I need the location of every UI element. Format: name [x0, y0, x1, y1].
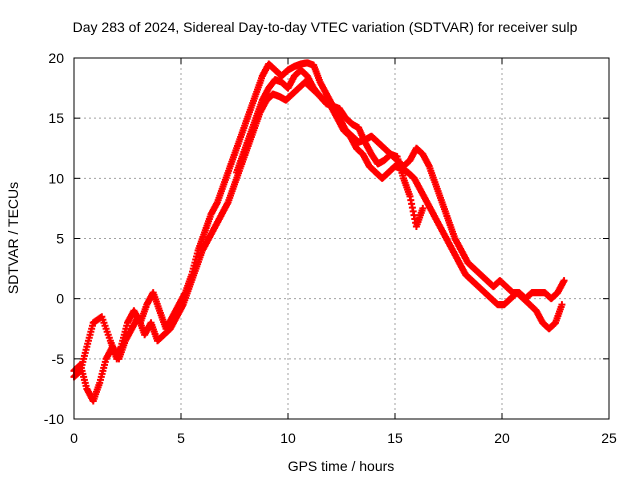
x-tick-label: 0 [70, 430, 78, 446]
y-tick-label: 0 [56, 291, 64, 307]
series-track-b [70, 78, 566, 405]
x-tick-label: 10 [280, 430, 296, 446]
x-tick-label: 15 [387, 430, 403, 446]
data-point [560, 277, 568, 285]
y-tick-label: -5 [52, 351, 65, 367]
x-tick-label: 5 [177, 430, 185, 446]
x-axis-label: GPS time / hours [288, 458, 395, 474]
plot-frame [73, 57, 610, 420]
data-point [558, 301, 566, 309]
y-tick-label: 5 [56, 231, 64, 247]
y-tick-label: 15 [48, 110, 64, 126]
x-tick-label: 20 [494, 430, 510, 446]
x-tick-label: 25 [601, 430, 617, 446]
y-tick-label: -10 [44, 411, 64, 427]
y-axis-label: SDTVAR / TECUs [5, 182, 21, 294]
data-points [70, 59, 568, 405]
y-tick-label: 20 [48, 50, 64, 66]
chart-title: Day 283 of 2024, Sidereal Day-to-day VTE… [73, 19, 578, 35]
data-point [419, 204, 427, 212]
series-track-c [233, 66, 427, 230]
y-tick-label: 10 [48, 170, 64, 186]
